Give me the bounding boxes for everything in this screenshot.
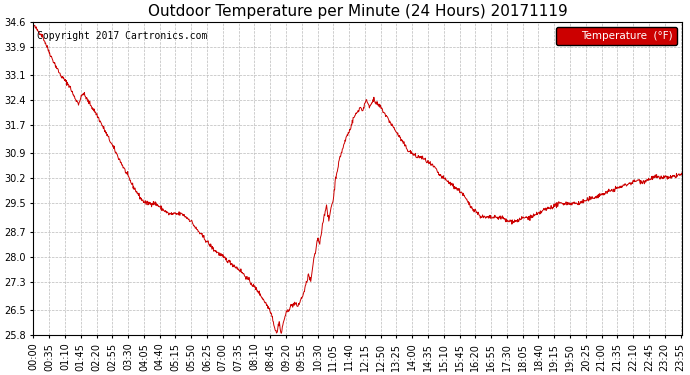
Text: Copyright 2017 Cartronics.com: Copyright 2017 Cartronics.com — [37, 31, 207, 41]
Legend: Temperature  (°F): Temperature (°F) — [556, 27, 677, 45]
Title: Outdoor Temperature per Minute (24 Hours) 20171119: Outdoor Temperature per Minute (24 Hours… — [148, 4, 568, 19]
